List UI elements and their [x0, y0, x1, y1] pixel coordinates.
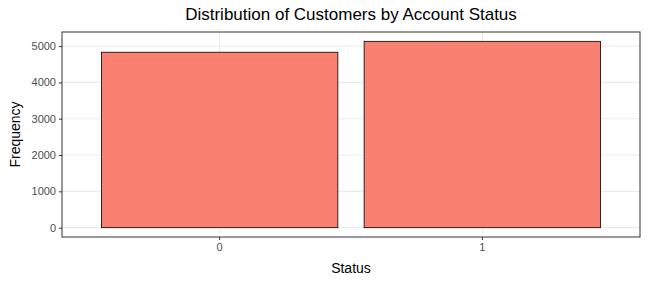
y-tick-label: 5000 [32, 40, 56, 52]
y-axis-title: Frequency [7, 101, 23, 167]
y-tick-label: 2000 [32, 149, 56, 161]
x-axis: 01 [63, 237, 641, 253]
y-tick-label: 3000 [32, 113, 56, 125]
y-tick: 2000 [32, 149, 62, 161]
chart: 01000200030004000500001Distribution of C… [0, 0, 659, 282]
x-tick-label: 1 [479, 241, 485, 253]
x-tick-label: 0 [217, 241, 223, 253]
title: Distribution of Customers by Account Sta… [185, 5, 517, 24]
y-tick: 0 [50, 222, 62, 234]
bars [101, 41, 600, 227]
bar [101, 52, 337, 227]
plot-frame [62, 32, 640, 237]
bar [364, 41, 600, 227]
y-tick: 1000 [32, 185, 62, 197]
x-tick: 0 [217, 237, 223, 253]
x-tick: 1 [479, 237, 485, 253]
y-tick-label: 4000 [32, 76, 56, 88]
x-axis-line [63, 238, 641, 241]
y-tick: 3000 [32, 113, 62, 125]
y-tick-label: 1000 [32, 185, 56, 197]
y-axis: 0 1000 2000 3000 4000 5000 [32, 33, 63, 238]
plot-background [62, 32, 640, 237]
y-tick-label: 0 [50, 222, 56, 234]
x-axis-title: Status [331, 260, 371, 276]
grid [62, 32, 640, 237]
y-tick: 4000 [32, 76, 62, 88]
y-tick: 5000 [32, 40, 62, 52]
